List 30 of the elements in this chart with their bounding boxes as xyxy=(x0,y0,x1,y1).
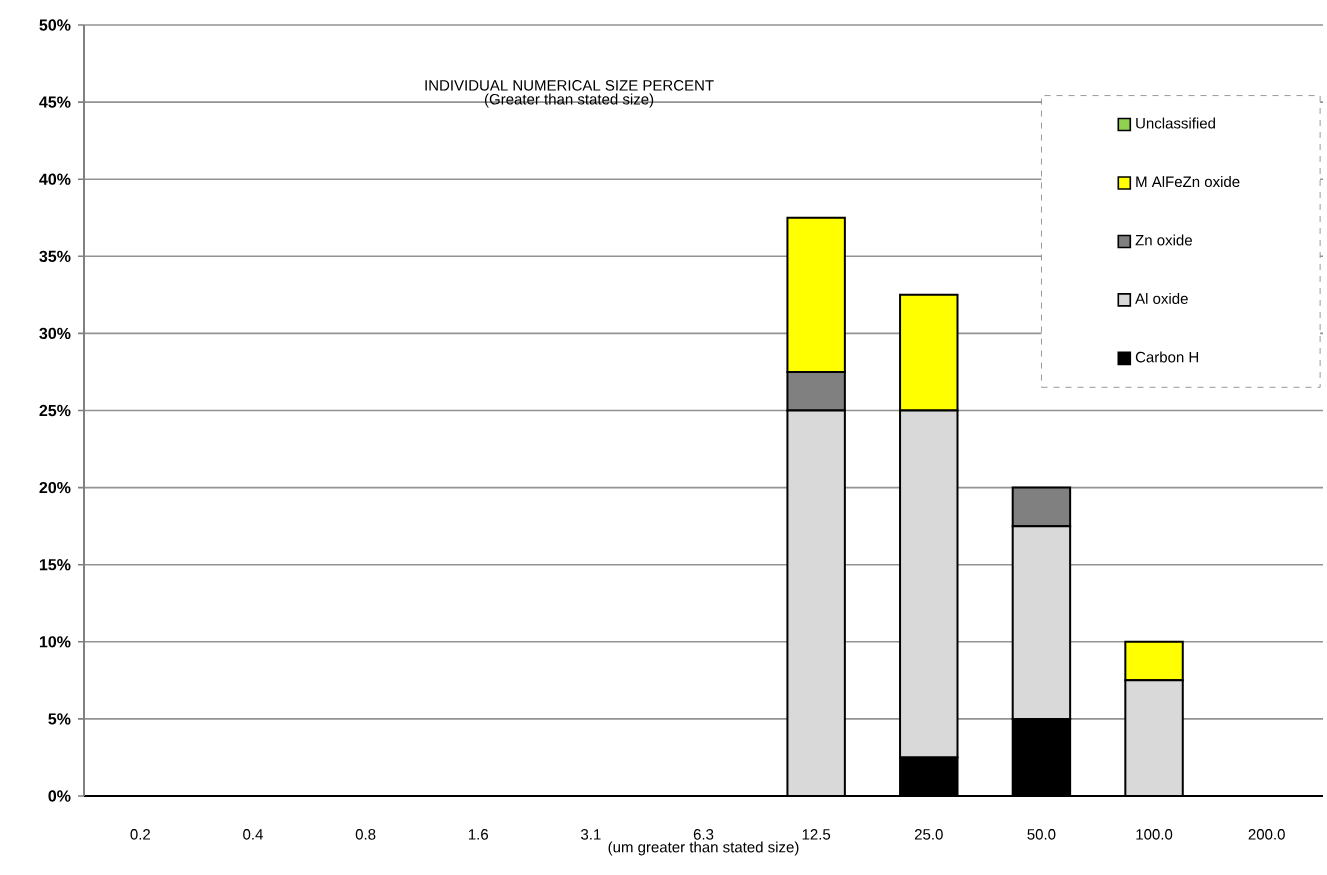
y-tick-label: 25% xyxy=(39,404,71,417)
x-tick-label: 25.0 xyxy=(914,829,943,840)
y-tick-label: 45% xyxy=(39,96,71,108)
y-tick-label: 15% xyxy=(39,559,71,571)
x-tick-label: 0.4 xyxy=(243,829,263,840)
x-tick-label: 100.0 xyxy=(1136,829,1173,840)
legend-label: M AlFeZn oxide xyxy=(1136,176,1240,188)
text: (Greater than stated size) xyxy=(484,93,654,108)
x-tick-label: 1.6 xyxy=(468,829,489,840)
x-tick-label: 6.3 xyxy=(693,829,714,840)
y-tick-label: 40% xyxy=(39,173,71,185)
x-tick-label: 12.5 xyxy=(802,829,831,840)
x-axis-title: (um greater than stated size) xyxy=(608,841,799,856)
y-tick-label: 10% xyxy=(39,636,71,648)
legend-label: Al oxide xyxy=(1135,292,1188,304)
y-tick-label: 50% xyxy=(39,19,71,31)
x-tick-label: 0.2 xyxy=(130,829,150,840)
y-tick-label: 35% xyxy=(39,250,71,262)
y-tick-label: 5% xyxy=(48,713,71,725)
x-tick-label: 0.8 xyxy=(355,829,376,840)
legend-label: Zn oxide xyxy=(1135,234,1192,246)
text: INDIVIDUAL NUMERICAL SIZE PERCENT xyxy=(425,80,714,91)
x-tick-label: 50.0 xyxy=(1027,829,1056,840)
y-tick-label: 20% xyxy=(39,481,71,494)
y-tick-label: 0% xyxy=(48,790,71,802)
x-tick-label: 3.1 xyxy=(581,829,601,840)
legend-label: Unclassified xyxy=(1136,117,1215,129)
legend-label: Carbon H xyxy=(1135,351,1199,363)
y-tick-label: 30% xyxy=(39,327,71,340)
x-tick-label: 200.0 xyxy=(1248,829,1285,840)
